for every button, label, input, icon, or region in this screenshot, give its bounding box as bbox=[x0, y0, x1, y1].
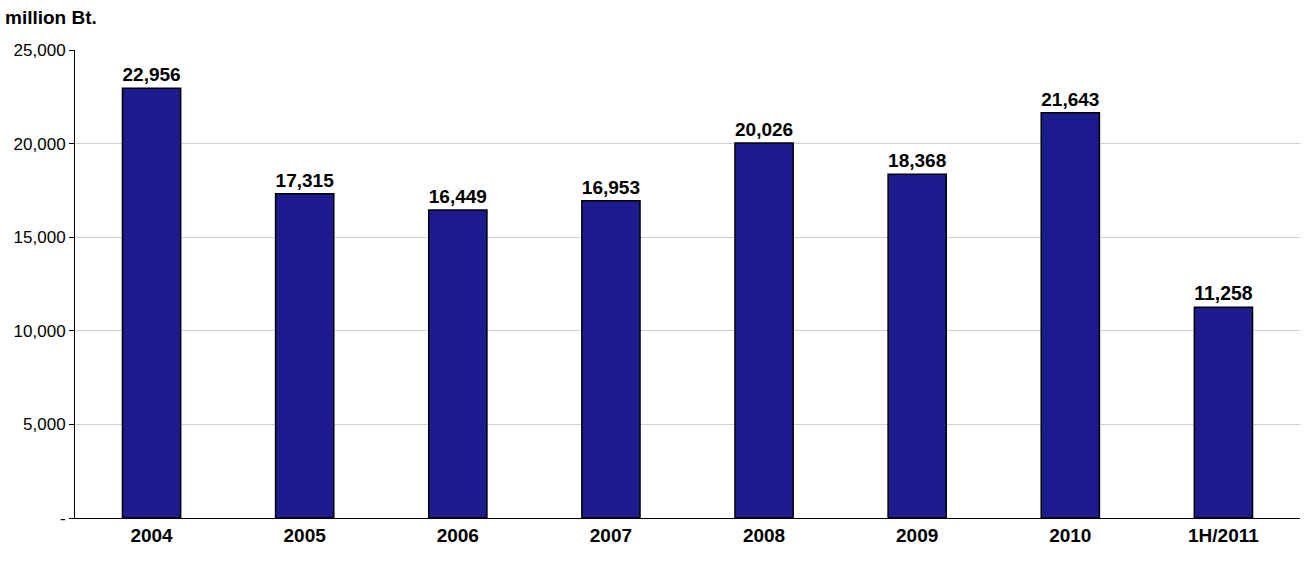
svg-text:2004: 2004 bbox=[130, 525, 173, 546]
svg-text:16,953: 16,953 bbox=[582, 177, 640, 198]
svg-text:2008: 2008 bbox=[743, 525, 785, 546]
svg-text:10,000: 10,000 bbox=[14, 322, 66, 341]
svg-text:21,643: 21,643 bbox=[1041, 89, 1099, 110]
svg-text:2007: 2007 bbox=[590, 525, 632, 546]
svg-text:20,026: 20,026 bbox=[735, 119, 793, 140]
svg-text:15,000: 15,000 bbox=[14, 228, 66, 247]
svg-text:18,368: 18,368 bbox=[888, 150, 946, 171]
svg-text:11,258: 11,258 bbox=[1194, 282, 1252, 304]
svg-text:2005: 2005 bbox=[284, 525, 327, 546]
svg-text:2010: 2010 bbox=[1049, 525, 1091, 546]
svg-text:25,000: 25,000 bbox=[14, 41, 66, 60]
svg-text:2009: 2009 bbox=[896, 525, 938, 546]
svg-text:20,000: 20,000 bbox=[14, 135, 66, 154]
svg-text:16,449: 16,449 bbox=[429, 186, 487, 207]
svg-text:-: - bbox=[60, 509, 66, 528]
svg-text:5,000: 5,000 bbox=[23, 415, 66, 434]
svg-text:2006: 2006 bbox=[437, 525, 479, 546]
svg-text:million Bt.: million Bt. bbox=[5, 7, 97, 28]
svg-text:17,315: 17,315 bbox=[276, 170, 335, 191]
svg-text:1H/2011: 1H/2011 bbox=[1188, 525, 1259, 546]
svg-text:22,956: 22,956 bbox=[122, 64, 180, 85]
